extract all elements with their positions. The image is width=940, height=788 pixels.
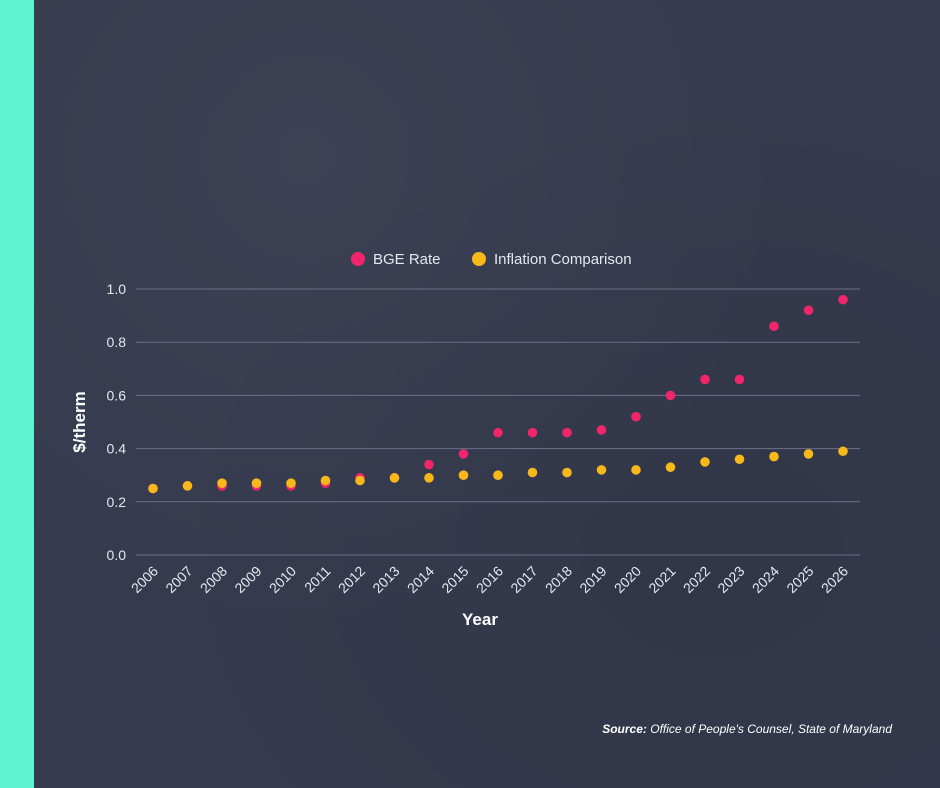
inflation-point	[148, 483, 158, 494]
inflation-point	[424, 473, 434, 483]
gridlines	[136, 288, 860, 556]
x-tick-label: 2018	[542, 563, 575, 596]
legend-marker-inflation	[472, 252, 486, 266]
inflation-point	[458, 470, 469, 481]
inflation-point	[838, 446, 848, 457]
source-label: Source:	[602, 722, 647, 736]
inflation-point	[700, 457, 710, 467]
x-tick-label: 2012	[335, 563, 368, 596]
x-tick-label: 2013	[369, 563, 402, 596]
x-tick-label: 2017	[507, 563, 540, 596]
inflation-point	[182, 481, 193, 491]
x-tick-label: 2022	[680, 563, 713, 596]
inflation-point	[665, 462, 676, 473]
bge-rate-point	[562, 427, 572, 438]
inflation-point	[769, 451, 779, 462]
bge-rate-point	[665, 390, 676, 401]
bge-rate-point	[424, 459, 434, 470]
x-tick-label: 2015	[438, 563, 471, 596]
inflation-point	[320, 475, 331, 486]
legend-label-bge: BGE Rate	[373, 251, 441, 268]
inflation-point	[251, 478, 262, 488]
inflation-point	[734, 454, 745, 465]
inflation-point	[286, 478, 296, 488]
source-note: Source: Office of People's Counsel, Stat…	[602, 722, 892, 736]
inflation-point	[389, 473, 400, 483]
inflation-point	[631, 465, 641, 475]
bge-rate-point	[631, 411, 641, 422]
x-tick-label: 2021	[645, 563, 678, 596]
legend: BGE Rate Inflation Comparison	[351, 251, 632, 268]
bge-rate-point	[769, 321, 779, 332]
x-tick-label: 2024	[749, 563, 782, 596]
inflation-point	[493, 470, 503, 481]
x-tick-label: 2014	[404, 563, 437, 596]
inflation-point	[562, 467, 572, 478]
bge-rate-point	[527, 427, 538, 438]
data-points	[148, 294, 848, 494]
inflation-point	[596, 465, 607, 475]
x-tick-label: 2023	[714, 563, 747, 596]
bge-rate-point	[493, 427, 503, 438]
accent-bar	[0, 0, 34, 788]
y-tick-label: 1.0	[107, 281, 127, 297]
chart-background	[34, 0, 940, 788]
y-tick-label: 0.2	[107, 494, 127, 510]
y-tick-labels: 0.0 0.2 0.4 0.6 0.8 1.0	[107, 281, 127, 563]
x-tick-label: 2016	[473, 563, 506, 596]
x-tick-label: 2019	[576, 563, 609, 596]
y-tick-label: 0.0	[107, 547, 127, 563]
inflation-point	[527, 467, 538, 478]
bge-rate-point	[700, 374, 710, 385]
x-tick-label: 2008	[197, 563, 230, 596]
x-tick-label: 2010	[266, 563, 299, 596]
y-axis-title: $/therm	[70, 391, 89, 452]
inflation-point	[217, 478, 227, 488]
x-tick-label: 2007	[162, 563, 195, 596]
y-tick-label: 0.8	[107, 334, 127, 350]
bge-rate-point	[596, 425, 607, 435]
y-tick-label: 0.4	[107, 441, 127, 457]
x-axis-title: Year	[462, 610, 498, 629]
legend-marker-bge	[351, 252, 365, 266]
x-tick-label: 2006	[128, 563, 161, 596]
source-text: Office of People's Counsel, State of Mar…	[650, 722, 892, 736]
x-tick-label: 2025	[783, 563, 816, 596]
x-tick-label: 2011	[301, 563, 334, 596]
legend-label-inflation: Inflation Comparison	[494, 251, 632, 268]
inflation-point	[803, 449, 814, 459]
bge-rate-point	[803, 305, 814, 316]
x-tick-label: 2020	[611, 563, 644, 596]
x-tick-label: 2009	[231, 563, 264, 596]
bge-rate-point	[838, 294, 848, 305]
bge-rate-point	[458, 449, 469, 459]
bge-rate-point	[734, 374, 745, 385]
inflation-point	[355, 475, 365, 486]
x-tick-label: 2026	[818, 563, 851, 596]
x-tick-labels: 2006 2007 2008 2009 2010 2011 2012 2013 2014 2015…	[128, 563, 851, 596]
y-tick-label: 0.6	[107, 387, 127, 403]
